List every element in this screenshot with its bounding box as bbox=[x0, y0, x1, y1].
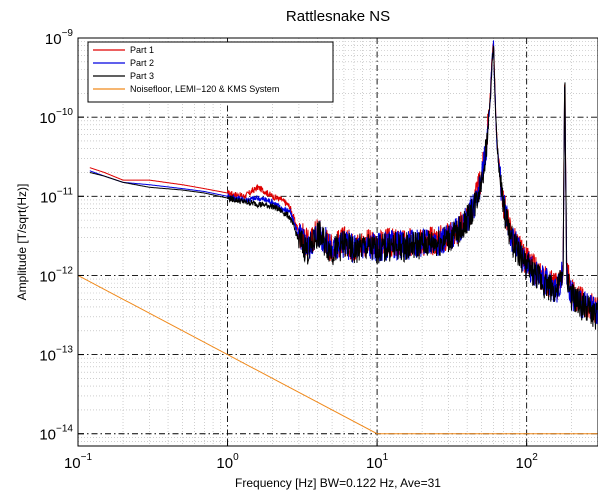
legend-label: Part 3 bbox=[130, 71, 154, 81]
legend-label: Noisefloor, LEMI−120 & KMS System bbox=[130, 84, 279, 94]
y-tick-label: 10−9 bbox=[45, 28, 74, 48]
y-tick-label: 10−14 bbox=[39, 424, 73, 444]
y-tick-label: 10−11 bbox=[40, 186, 73, 206]
series-line bbox=[77, 274, 598, 435]
chart-title: Rattlesnake NS bbox=[286, 8, 390, 25]
legend: Part 1 Part 2 Part 3 Noisefloor, LEMI−120 &… bbox=[87, 41, 334, 103]
series-layer bbox=[77, 40, 598, 435]
tick-layer: 10−1 100 101 102 10−9 10−10 10−11 10−12 10−13 10−… bbox=[39, 28, 538, 472]
legend-box bbox=[87, 41, 334, 103]
legend-label: Part 1 bbox=[130, 45, 154, 55]
y-tick-label: 10−12 bbox=[39, 265, 73, 285]
y-axis-label: Amplitude [T/sqrt(Hz)] bbox=[15, 184, 29, 301]
plot-frame bbox=[77, 37, 598, 447]
x-tick-label: 102 bbox=[516, 452, 539, 472]
x-tick-label: 100 bbox=[216, 452, 239, 472]
x-tick-label: 101 bbox=[366, 452, 389, 472]
x-tick-label: 10−1 bbox=[64, 452, 93, 472]
x-axis-label: Frequency [Hz] BW=0.122 Hz, Ave=31 bbox=[235, 476, 441, 490]
y-tick-label: 10−10 bbox=[39, 107, 73, 127]
legend-label: Part 2 bbox=[130, 58, 154, 68]
y-tick-label: 10−13 bbox=[39, 345, 73, 365]
series-line bbox=[89, 45, 598, 330]
